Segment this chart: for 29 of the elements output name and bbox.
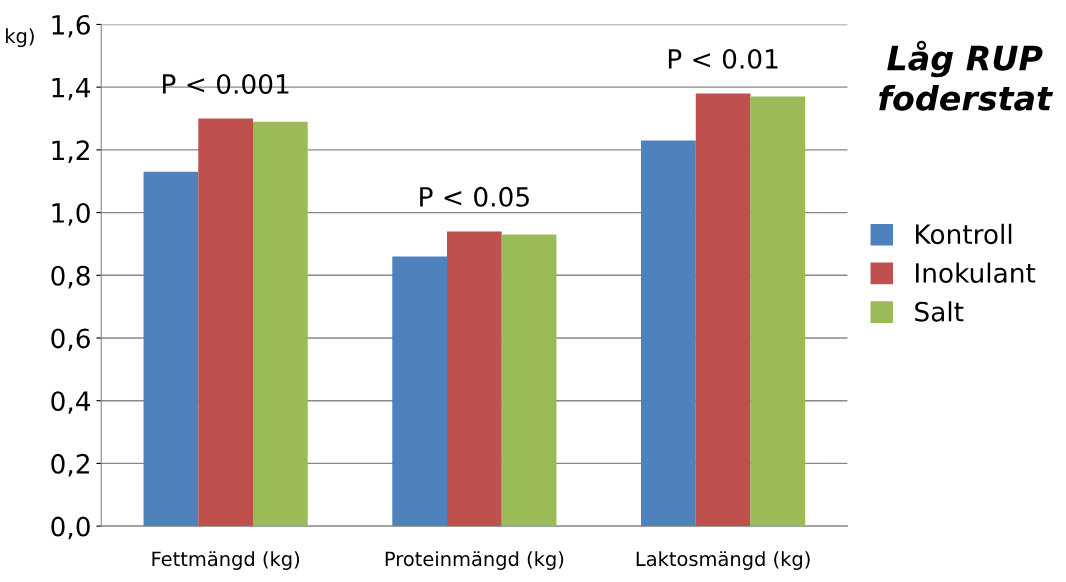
text: Låg RUP foderstat	[879, 40, 1054, 111]
y-tick-label: 0,0	[51, 516, 90, 540]
legend-label: Inokulant	[916, 262, 1036, 283]
legend-label: Kontroll	[916, 223, 1012, 245]
legend-label: Salt	[915, 301, 964, 322]
x-tick-label: Proteinmängd (kg)	[385, 551, 564, 570]
x-tick-label: Fettmängd (kg)	[152, 551, 300, 570]
y-tick-label: 1,2	[52, 140, 89, 163]
annotation: P < 0.01	[668, 48, 778, 69]
bar	[750, 96, 806, 527]
y-axis-title: kg)	[6, 28, 34, 48]
bar	[392, 256, 448, 527]
y-tick-label: 1,0	[52, 203, 90, 226]
bar	[695, 93, 751, 527]
annotation: P < 0.05	[420, 186, 529, 207]
bar	[253, 121, 308, 527]
bar	[641, 140, 696, 527]
y-tick-label: 0,6	[51, 328, 90, 352]
bar	[143, 171, 199, 527]
annotation: P < 0.001	[163, 73, 289, 94]
bar	[198, 118, 253, 527]
y-tick-label: 0,4	[51, 391, 91, 414]
y-tick-label: 1,4	[52, 77, 91, 101]
y-tick-label: 1,6	[52, 14, 90, 38]
bar	[501, 234, 557, 527]
y-tick-label: 0,8	[51, 265, 90, 289]
bar	[447, 231, 502, 527]
y-tick-label: 0,2	[51, 453, 89, 477]
x-tick-label: Laktosmängd (kg)	[636, 551, 810, 570]
